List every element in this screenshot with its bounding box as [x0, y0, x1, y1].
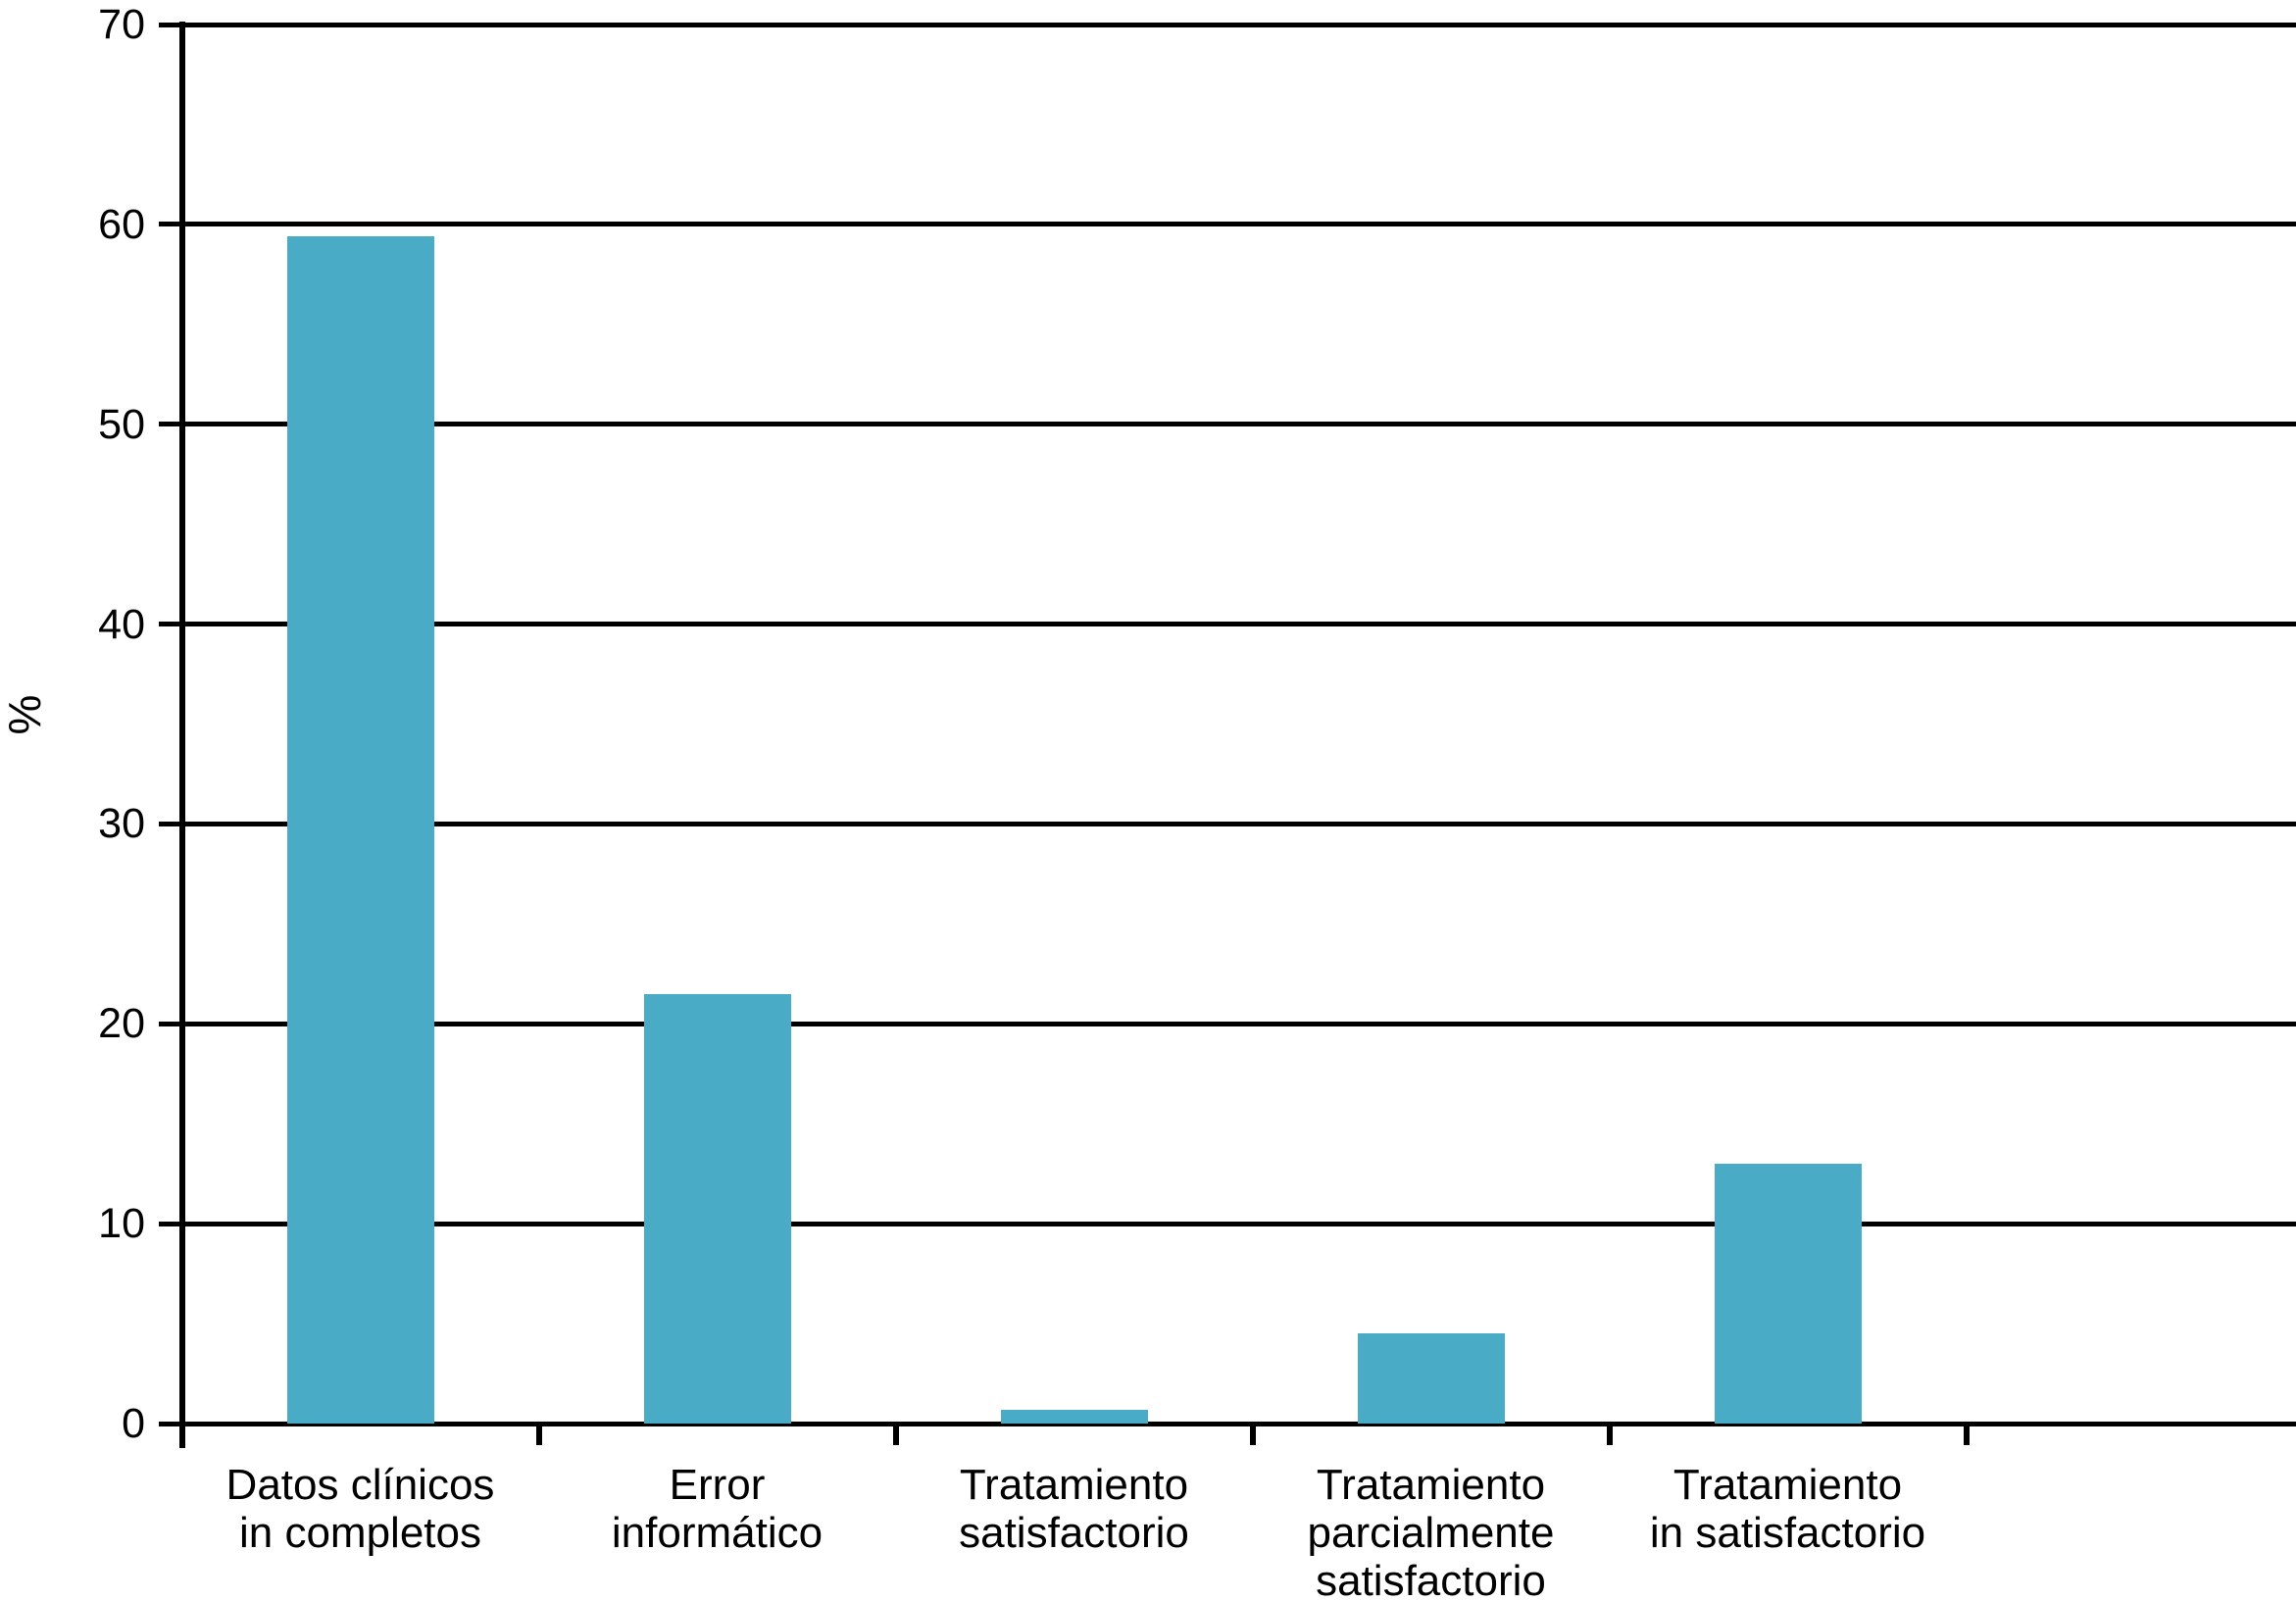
bar-2 — [643, 993, 791, 1424]
x-tick-1 — [535, 1424, 542, 1445]
bar-5 — [1714, 1163, 1862, 1424]
y-axis-title: % — [0, 694, 50, 735]
y-tick-label-70: 70 — [98, 1, 145, 48]
y-tick-label-10: 10 — [98, 1200, 145, 1248]
y-axis-line — [178, 22, 185, 1448]
gridline-y30 — [159, 821, 2296, 826]
y-tick-label-30: 30 — [98, 800, 145, 848]
x-tick-2 — [892, 1424, 899, 1445]
bar-3 — [1000, 1409, 1148, 1424]
y-tick-label-0: 0 — [122, 1400, 145, 1447]
x-category-label-5: Tratamiento in satisfactorio — [1649, 1461, 1926, 1557]
x-category-label-4: Tratamiento parcialmente satisfactorio — [1307, 1461, 1555, 1601]
x-category-label-2: Error informático — [611, 1461, 824, 1557]
gridline-y70 — [159, 22, 2296, 27]
x-tick-5 — [1963, 1424, 1970, 1445]
gridline-y10 — [159, 1221, 2296, 1226]
y-tick-label-20: 20 — [98, 1000, 145, 1048]
gridline-y0 — [159, 1421, 2296, 1426]
y-tick-label-50: 50 — [98, 400, 145, 448]
gridline-y20 — [159, 1021, 2296, 1026]
x-category-label-1: Datos clínicos in completos — [225, 1461, 495, 1557]
x-tick-3 — [1249, 1424, 1256, 1445]
gridline-y50 — [159, 422, 2296, 427]
y-tick-label-40: 40 — [98, 600, 145, 648]
gridline-y60 — [159, 222, 2296, 227]
x-tick-4 — [1606, 1424, 1613, 1445]
bar-1 — [286, 236, 434, 1424]
y-tick-label-60: 60 — [98, 200, 145, 248]
gridline-y40 — [159, 622, 2296, 627]
bar-4 — [1357, 1333, 1505, 1424]
x-category-label-3: Tratamiento satisfactorio — [959, 1461, 1189, 1557]
